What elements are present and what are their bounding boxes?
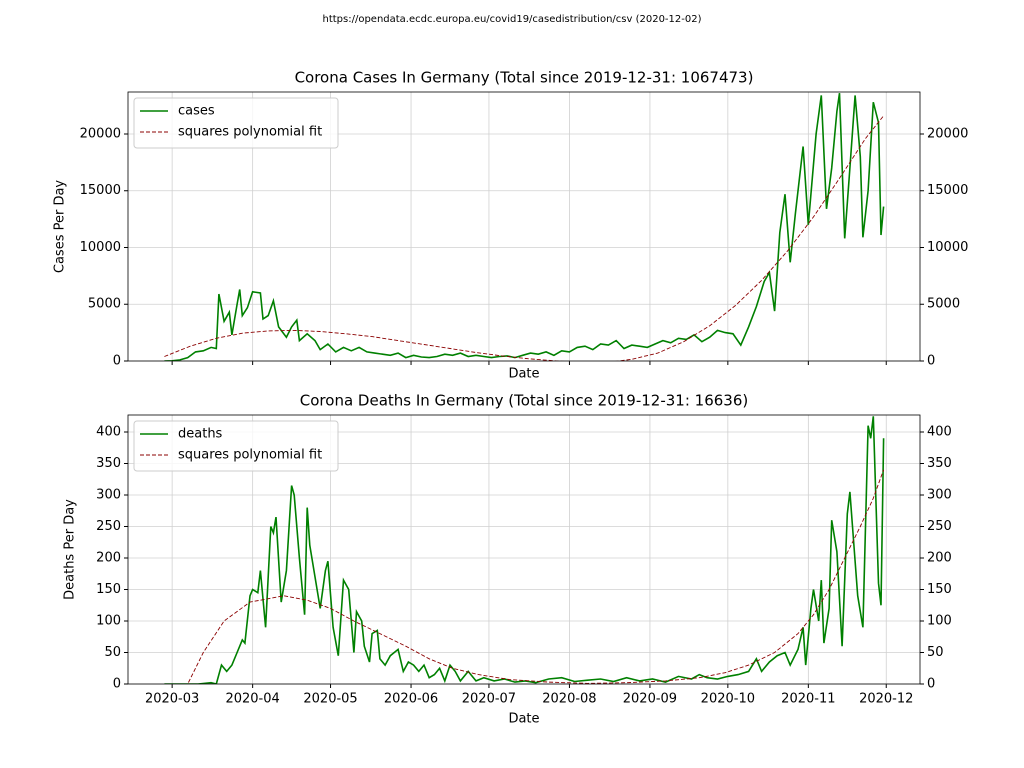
- y2-tick-label: 0: [927, 677, 935, 692]
- subplot: 0 5000 10000 15000 20000 0 5000 10000 15000 20000…: [53, 69, 969, 382]
- x-tick-label: 2020-06: [384, 692, 438, 707]
- y-tick-label: 250: [96, 519, 121, 534]
- x-axis-label: Date: [508, 367, 539, 382]
- subplot: 2020-03 2020-04 2020-05 2020-06 2020-07 2020-…: [63, 392, 952, 727]
- chart-title: Corona Cases In Germany (Total since 201…: [295, 69, 754, 87]
- y2-tick-label: 0: [927, 354, 935, 369]
- legend: cases squares polynomial fit: [133, 97, 339, 149]
- y2-tick-label: 400: [927, 425, 952, 440]
- y-axis-label: Deaths Per Day: [63, 499, 78, 600]
- y2-tick-label: 10000: [927, 240, 968, 255]
- y-axis-label: Cases Per Day: [53, 180, 68, 274]
- y2-tick-label: 100: [927, 614, 952, 629]
- y2-tick-label: 200: [927, 551, 952, 566]
- y-tick-label: 20000: [80, 126, 121, 141]
- x-tick-label: 2020-03: [145, 692, 199, 707]
- y2-tick-label: 350: [927, 456, 952, 471]
- x-tick-label: 2020-04: [225, 692, 279, 707]
- series-line: [164, 92, 885, 361]
- y2-tick-label: 300: [927, 488, 952, 503]
- x-tick-label: 2020-10: [701, 692, 755, 707]
- plot-area: [164, 416, 885, 684]
- y-tick-label: 100: [96, 614, 121, 629]
- y-tick-label: 15000: [80, 183, 121, 198]
- source-header: https://opendata.ecdc.europa.eu/covid19/…: [322, 14, 701, 25]
- legend: deaths squares polynomial fit: [133, 420, 339, 472]
- y-tick-label: 300: [96, 488, 121, 503]
- y2-tick-label: 150: [927, 582, 952, 597]
- y-tick-label: 0: [113, 354, 121, 369]
- legend-box: [133, 97, 339, 149]
- series-line: [187, 469, 885, 684]
- y-tick-label: 350: [96, 456, 121, 471]
- x-tick-label: 2020-08: [542, 692, 596, 707]
- y2-tick-label: 250: [927, 519, 952, 534]
- axes-frame: [127, 414, 921, 685]
- y2-tick-label: 20000: [927, 126, 968, 141]
- y-tick-label: 5000: [88, 297, 121, 312]
- y-tick-label: 0: [113, 677, 121, 692]
- x-tick-label: 2020-07: [462, 692, 516, 707]
- plot-area: [164, 92, 885, 361]
- axes-frame: [127, 91, 921, 362]
- y-tick-label: 50: [104, 645, 121, 660]
- y2-tick-label: 50: [927, 645, 944, 660]
- chart-title: Corona Deaths In Germany (Total since 20…: [300, 392, 748, 410]
- y-tick-label: 150: [96, 582, 121, 597]
- y2-tick-label: 5000: [927, 297, 960, 312]
- y-tick-label: 10000: [80, 240, 121, 255]
- legend-box: [133, 420, 339, 472]
- x-axis-label: Date: [508, 712, 539, 727]
- x-tick-label: 2020-12: [859, 692, 913, 707]
- x-tick-label: 2020-05: [303, 692, 357, 707]
- legend-label: deaths: [178, 427, 223, 442]
- y-tick-label: 400: [96, 425, 121, 440]
- series-line: [164, 115, 884, 361]
- x-tick-label: 2020-11: [781, 692, 835, 707]
- legend-label: squares polynomial fit: [178, 448, 322, 463]
- legend-label: cases: [178, 104, 215, 119]
- legend-label: squares polynomial fit: [178, 125, 322, 140]
- y2-tick-label: 15000: [927, 183, 968, 198]
- series-line: [164, 416, 885, 684]
- x-tick-label: 2020-09: [623, 692, 677, 707]
- y-tick-label: 200: [96, 551, 121, 566]
